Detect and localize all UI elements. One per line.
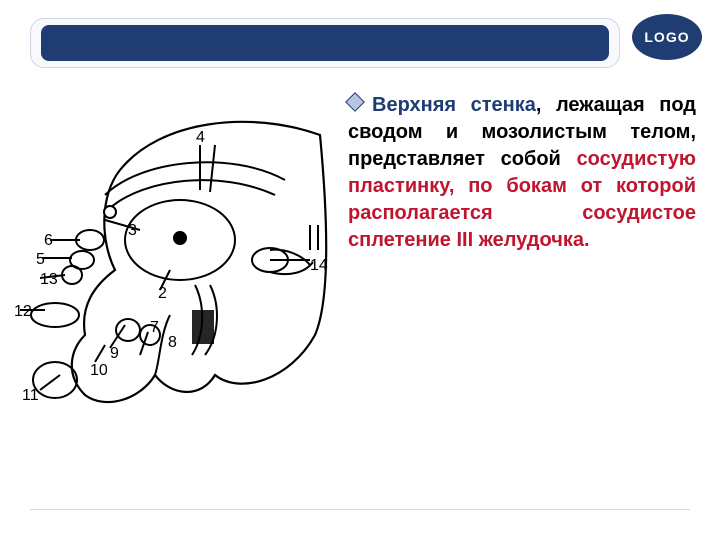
svg-text:2: 2 — [158, 285, 167, 302]
svg-text:12: 12 — [14, 303, 32, 320]
title-bar-inner — [41, 25, 609, 61]
svg-text:13: 13 — [40, 271, 58, 288]
text-run: Верхняя стенка — [372, 94, 536, 116]
diamond-bullet-icon — [345, 92, 365, 112]
footer-divider — [30, 509, 690, 510]
svg-text:7: 7 — [150, 319, 159, 336]
svg-text:11: 11 — [22, 387, 39, 404]
anatomy-diagram: 4 3 6 5 13 12 2 7 8 9 10 11 14 — [10, 100, 335, 410]
body-text: Верхняя стенка, лежащая под сводом и моз… — [348, 92, 696, 254]
svg-text:6: 6 — [44, 232, 53, 249]
title-bar — [30, 18, 620, 68]
svg-text:3: 3 — [128, 222, 137, 239]
svg-text:8: 8 — [168, 334, 177, 351]
svg-text:9: 9 — [110, 345, 119, 362]
logo-text: LOGO — [644, 29, 689, 45]
svg-text:5: 5 — [36, 251, 45, 268]
slide: { "logo": { "text": "LOGO" }, "colors": … — [0, 0, 720, 540]
svg-text:14: 14 — [310, 257, 328, 274]
svg-text:10: 10 — [90, 362, 108, 379]
svg-text:4: 4 — [196, 129, 205, 146]
logo-badge: LOGO — [632, 14, 702, 60]
